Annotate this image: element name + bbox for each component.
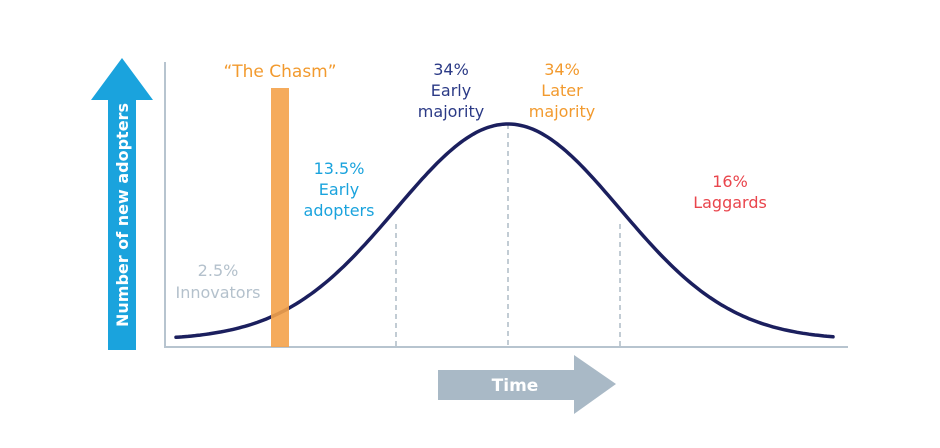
late-majority-label-line1: Later [541,81,583,100]
early-adopters-label-line1: Early [319,180,359,199]
time-label: Time [492,376,539,396]
laggards-label: Laggards [693,193,767,212]
innovators-percent: 2.5% [198,261,239,280]
early-adopters-percent: 13.5% [314,159,365,178]
chasm-label: “The Chasm” [223,62,336,82]
y-axis-label: Number of new adopters [113,103,132,327]
chasm-bar [271,88,289,347]
time-arrow [438,355,616,414]
innovators-label: Innovators [175,283,260,302]
late-majority-label-line2: majority [529,102,595,121]
early-adopters-label-line2: adopters [304,201,375,220]
early-majority-label-line1: Early [431,81,471,100]
y-axis-arrow [91,58,153,350]
late-majority-percent: 34% [544,60,580,79]
early-majority-label-line2: majority [418,102,484,121]
laggards-percent: 16% [712,172,748,191]
early-majority-percent: 34% [433,60,469,79]
